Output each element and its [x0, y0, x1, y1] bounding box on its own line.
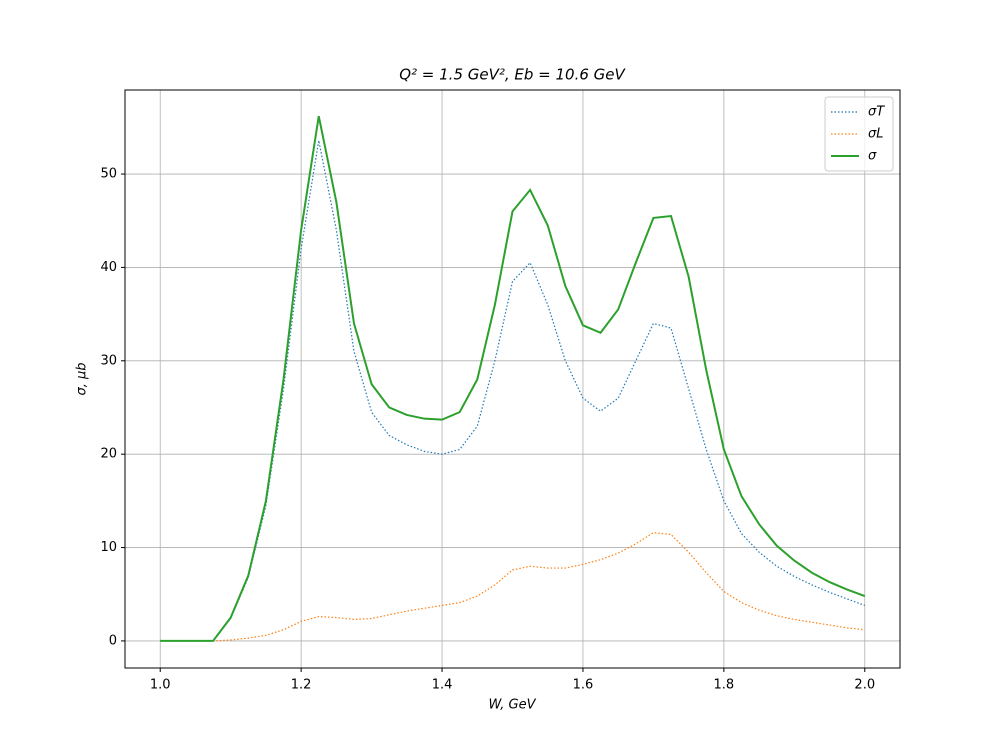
- y-tick-label: 50: [100, 167, 117, 182]
- x-tick-label: 1.2: [291, 678, 312, 693]
- y-tick-label: 30: [100, 353, 117, 368]
- y-tick-label: 0: [109, 633, 117, 648]
- x-axis-label: W, GeV: [488, 698, 536, 713]
- x-tick-label: 1.8: [714, 678, 735, 693]
- y-tick-label: 20: [100, 447, 117, 462]
- series-line: [160, 531, 865, 642]
- legend-label: σ: [868, 149, 877, 164]
- y-tick-label: 10: [100, 540, 117, 555]
- series-line: [160, 140, 865, 642]
- plot-frame: [124, 89, 901, 669]
- legend-label: σT: [868, 105, 885, 120]
- legend-label: σL: [868, 127, 883, 142]
- y-tick-label: 40: [100, 260, 117, 275]
- x-tick-label: 1.0: [150, 678, 171, 693]
- y-axis-label: σ, μb: [75, 362, 90, 395]
- chart-title: Q² = 1.5 GeV², Eb = 10.6 GeV: [399, 66, 626, 84]
- x-tick-label: 1.6: [573, 678, 594, 693]
- x-tick-label: 2.0: [854, 678, 875, 693]
- legend-box: [824, 96, 894, 172]
- series-line: [160, 115, 866, 642]
- x-tick-label: 1.4: [432, 678, 453, 693]
